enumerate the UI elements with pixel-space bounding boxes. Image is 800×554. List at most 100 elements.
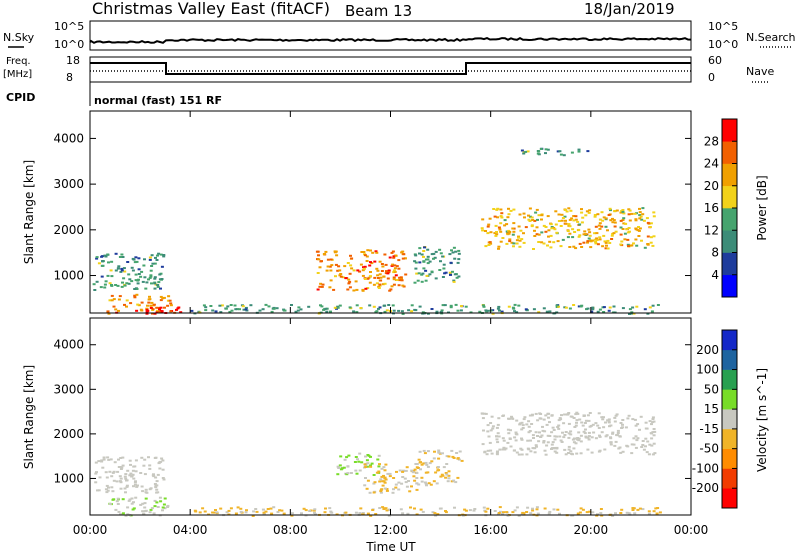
freq-tick-high: 18: [66, 54, 80, 67]
power-cell: [155, 311, 159, 314]
power-cell: [366, 249, 370, 252]
velocity-cell: [126, 469, 130, 472]
velocity-cell: [525, 511, 529, 513]
power-cell: [586, 240, 590, 243]
velocity-cell: [546, 441, 550, 444]
velocity-cell: [636, 423, 640, 426]
velocity-cell: [444, 511, 448, 514]
power-cell: [611, 217, 614, 220]
velocity-cell: [166, 504, 170, 507]
power-cell: [496, 307, 500, 310]
power-cell: [596, 243, 600, 246]
velocity-echo-region: [363, 463, 419, 494]
power-cell: [321, 283, 325, 286]
power-cell: [143, 276, 147, 279]
power-cell: [598, 308, 602, 311]
power-cell: [166, 304, 170, 307]
velocity-cell: [511, 511, 515, 514]
power-cell: [580, 221, 584, 224]
power-cell: [489, 242, 493, 245]
velocity-cell: [586, 448, 590, 451]
velocity-cell: [447, 477, 451, 480]
power-cell: [515, 311, 519, 314]
velocity-cell: [607, 418, 611, 421]
velocity-cell: [572, 447, 576, 450]
power-cell: [491, 309, 495, 312]
velocity-cell: [563, 413, 567, 416]
velocity-cell: [94, 481, 98, 484]
velocity-cell: [614, 440, 618, 443]
velocity-cell: [652, 420, 656, 423]
velocity-cell: [536, 435, 539, 437]
velocity-y-axis-label: Slant Range [km]: [22, 365, 36, 469]
power-cell: [430, 308, 434, 310]
velocity-cell: [497, 435, 501, 438]
power-cell: [369, 249, 372, 252]
velocity-cell: [557, 419, 561, 422]
velocity-cell: [563, 434, 567, 436]
power-cell: [318, 285, 322, 288]
velocity-cell: [505, 511, 509, 514]
velocity-cell: [486, 449, 490, 452]
velocity-cell: [619, 451, 623, 454]
power-cell: [384, 263, 388, 266]
power-cell: [630, 212, 634, 215]
velocity-cell: [510, 416, 514, 419]
power-cell: [387, 269, 391, 272]
velocity-cell: [495, 453, 499, 456]
power-cell: [580, 246, 584, 248]
velocity-cell: [433, 450, 436, 453]
y-tick-label: 3000: [53, 177, 84, 191]
velocity-cell: [621, 450, 625, 453]
power-cell: [517, 304, 521, 307]
velocity-cell: [132, 485, 135, 488]
power-cell: [621, 209, 625, 211]
velocity-cell: [621, 419, 625, 421]
y-tick-label: 1000: [53, 471, 84, 485]
velocity-cell: [152, 473, 155, 476]
power-cell: [641, 213, 645, 216]
power-cell: [379, 276, 383, 279]
power-cell: [585, 210, 589, 213]
velocity-cell: [436, 513, 440, 516]
velocity-cell: [533, 447, 537, 450]
power-cell: [554, 223, 558, 226]
velocity-cell: [413, 479, 417, 482]
power-cell: [390, 264, 394, 267]
power-cell: [643, 308, 647, 311]
velocity-cell: [382, 507, 386, 510]
velocity-cell: [131, 508, 135, 511]
power-cell: [365, 260, 369, 262]
power-cell: [456, 261, 460, 264]
velocity-cell: [624, 426, 628, 429]
velocity-cell: [133, 483, 137, 486]
power-cell: [135, 288, 139, 290]
velocity-cell: [346, 472, 350, 475]
velocity-cell: [345, 473, 349, 476]
velocity-cell: [361, 512, 365, 514]
power-cell: [484, 230, 487, 232]
power-cell: [520, 238, 524, 241]
power-cell: [118, 256, 122, 258]
power-cell: [228, 311, 232, 313]
power-cell: [155, 306, 159, 309]
power-cell: [395, 279, 399, 281]
power-cell: [441, 255, 445, 258]
velocity-cell: [134, 480, 137, 483]
power-cell: [603, 240, 607, 243]
power-cell: [108, 299, 112, 302]
velocity-cell: [428, 462, 432, 465]
power-cell: [160, 311, 164, 314]
power-cell: [117, 298, 121, 301]
power-cell: [275, 307, 279, 310]
velocity-cell: [357, 460, 361, 463]
power-cell: [457, 275, 461, 278]
power-cell: [511, 233, 515, 236]
velocity-cell: [574, 424, 578, 427]
power-cell: [148, 295, 151, 298]
velocity-cell: [163, 497, 167, 500]
velocity-cell: [435, 482, 439, 485]
power-cell: [598, 222, 602, 225]
velocity-cell: [486, 507, 490, 510]
